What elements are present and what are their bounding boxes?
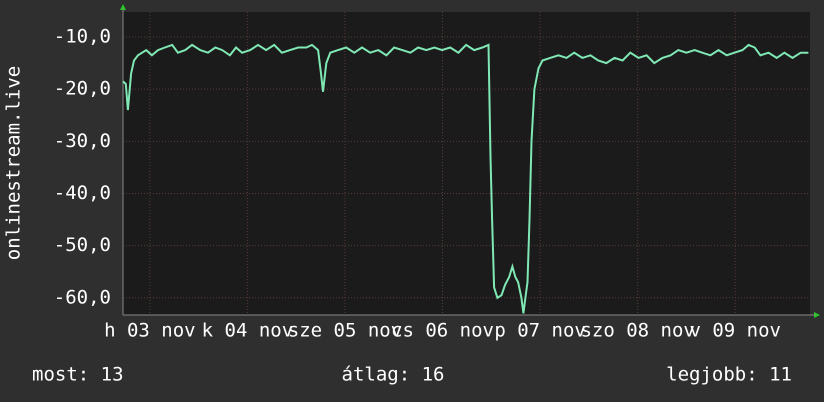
y-tick-label: -10,0: [54, 26, 111, 48]
x-tick-label: cs 06 nov: [391, 320, 494, 342]
stat: most: 13: [32, 364, 124, 386]
stat: legjobb: 11: [666, 364, 792, 386]
y-tick-label: -60,0: [54, 286, 111, 308]
x-tick-label: p 07 nov: [494, 320, 586, 342]
y-tick-label: -40,0: [54, 182, 111, 204]
axis-arrow: [814, 312, 820, 318]
x-tick-label: szo 08 nov: [580, 320, 694, 342]
axis-arrow: [120, 4, 126, 10]
data-line: [122, 43, 809, 314]
y-tick-label: -50,0: [54, 234, 111, 256]
plot-area: [123, 12, 810, 315]
x-tick-label: k 04 nov: [202, 320, 294, 342]
y-tick-label: -20,0: [54, 78, 111, 100]
y-tick-label: -30,0: [54, 130, 111, 152]
stat: átlag: 16: [342, 364, 445, 386]
x-tick-label: h 03 nov: [104, 320, 196, 342]
y-axis-label: onlinestream.live: [3, 66, 25, 260]
x-tick-label: sze 05 nov: [288, 320, 402, 342]
x-tick-label: v 09 nov: [689, 320, 781, 342]
